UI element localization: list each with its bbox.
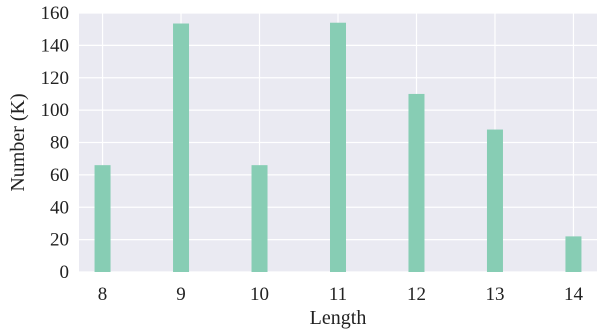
y-tick-label: 100: [41, 100, 70, 121]
x-tick-label: 8: [98, 284, 108, 305]
y-tick-label: 160: [41, 3, 70, 24]
y-axis-ticks: 0 20 40 60 80 100 120 140 160: [41, 3, 70, 283]
bar-12: [408, 93, 425, 272]
y-tick-label: 0: [60, 262, 70, 283]
y-tick-label: 20: [50, 230, 69, 251]
bar-13: [486, 129, 503, 272]
x-tick-label: 12: [407, 284, 426, 305]
y-axis-label: Number (K): [7, 93, 29, 191]
bar-10: [251, 165, 268, 272]
bar-11: [330, 22, 346, 273]
y-tick-label: 60: [50, 165, 69, 186]
y-tick-label: 120: [41, 68, 70, 89]
y-tick-label: 80: [50, 133, 69, 154]
x-tick-label: 10: [250, 284, 269, 305]
bars: [94, 22, 582, 273]
x-tick-label: 9: [176, 284, 186, 305]
bar-9: [173, 23, 190, 272]
x-tick-label: 14: [564, 284, 584, 305]
y-tick-label: 40: [50, 197, 69, 218]
y-tick-label: 140: [41, 35, 70, 56]
x-tick-label: 11: [329, 284, 347, 305]
x-axis-ticks: 8 9 10 11 12 13 14: [98, 284, 584, 305]
bar-8: [94, 165, 111, 272]
bar-14: [565, 236, 582, 272]
x-tick-label: 13: [485, 284, 504, 305]
x-axis-label: Length: [310, 307, 367, 329]
